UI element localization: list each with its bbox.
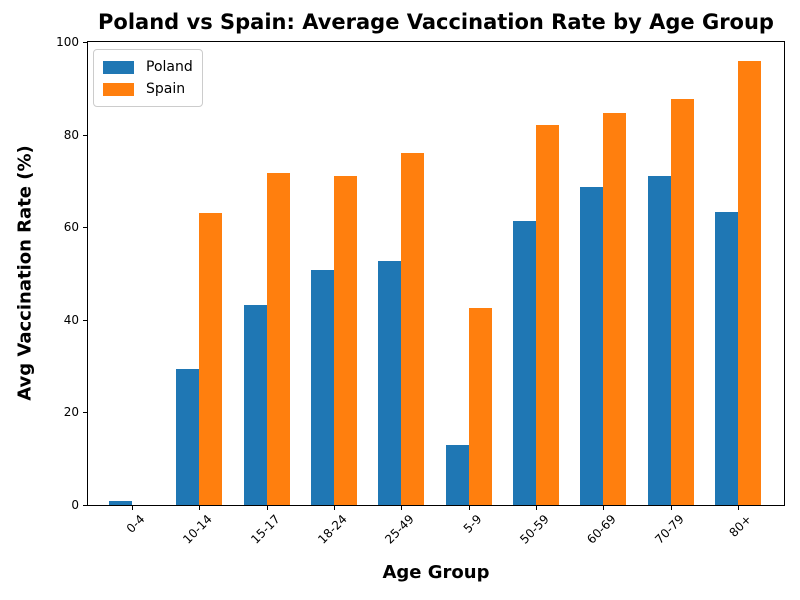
bar-spain-10-14 bbox=[199, 213, 222, 505]
legend: Poland Spain bbox=[93, 49, 203, 107]
y-axis-label: Avg Vaccination Rate (%) bbox=[14, 145, 36, 401]
x-tick-mark bbox=[199, 506, 200, 510]
bar-poland-50-59 bbox=[513, 221, 536, 505]
y-tick-label: 40 bbox=[63, 313, 79, 327]
bar-poland-15-17 bbox=[244, 305, 267, 505]
x-tick-mark bbox=[132, 506, 133, 510]
bar-poland-18-24 bbox=[311, 270, 334, 505]
x-tick-mark bbox=[738, 506, 739, 510]
y-tick-mark bbox=[83, 42, 87, 43]
legend-swatch-poland bbox=[103, 60, 134, 74]
bar-spain-15-17 bbox=[267, 173, 290, 505]
bar-spain-25-49 bbox=[401, 153, 424, 505]
bar-spain-5-9 bbox=[469, 308, 492, 505]
y-tick-label: 80 bbox=[63, 128, 79, 142]
bar-spain-18-24 bbox=[334, 176, 357, 505]
x-tick-label-text: 70-79 bbox=[652, 512, 687, 547]
x-tick-label-text: 5-9 bbox=[461, 512, 485, 536]
x-tick-mark bbox=[671, 506, 672, 510]
y-tick-label: 20 bbox=[63, 405, 79, 419]
y-tick-mark bbox=[83, 505, 87, 506]
x-tick-mark bbox=[334, 506, 335, 510]
x-tick-label-text: 10-14 bbox=[180, 512, 215, 547]
x-tick-label-text: 80+ bbox=[726, 512, 754, 540]
bar-poland-80+ bbox=[715, 212, 738, 505]
bar-spain-70-79 bbox=[671, 99, 694, 505]
x-tick-label-text: 18-24 bbox=[315, 512, 350, 547]
bar-spain-60-69 bbox=[603, 113, 626, 505]
x-tick-mark bbox=[267, 506, 268, 510]
y-tick-label: 0 bbox=[71, 498, 79, 512]
legend-item-poland: Poland bbox=[103, 56, 193, 78]
legend-item-spain: Spain bbox=[103, 78, 193, 100]
legend-label: Spain bbox=[146, 81, 186, 97]
legend-swatch-spain bbox=[103, 82, 134, 96]
bar-poland-60-69 bbox=[580, 187, 603, 505]
x-tick-label-text: 15-17 bbox=[248, 512, 283, 547]
y-tick-mark bbox=[83, 412, 87, 413]
y-tick-mark bbox=[83, 227, 87, 228]
x-tick-label-text: 60-69 bbox=[584, 512, 619, 547]
x-tick-mark bbox=[469, 506, 470, 510]
bar-poland-10-14 bbox=[176, 369, 199, 505]
bar-poland-25-49 bbox=[378, 261, 401, 505]
x-tick-mark bbox=[603, 506, 604, 510]
y-tick-label: 100 bbox=[56, 35, 79, 49]
legend-label: Poland bbox=[146, 59, 193, 75]
plot-area: Poland Spain bbox=[87, 41, 785, 506]
x-tick-label-text: 50-59 bbox=[517, 512, 552, 547]
x-tick-label-text: 25-49 bbox=[382, 512, 417, 547]
bar-spain-80+ bbox=[738, 61, 761, 505]
bar-poland-0-4 bbox=[109, 501, 132, 505]
y-tick-label: 60 bbox=[63, 220, 79, 234]
bar-poland-70-79 bbox=[648, 176, 671, 505]
bar-poland-5-9 bbox=[446, 445, 469, 505]
chart-title: Poland vs Spain: Average Vaccination Rat… bbox=[98, 10, 774, 34]
y-tick-mark bbox=[83, 320, 87, 321]
x-axis-label: Age Group bbox=[382, 562, 490, 583]
bar-spain-50-59 bbox=[536, 125, 559, 505]
x-tick-mark bbox=[536, 506, 537, 510]
y-tick-mark bbox=[83, 135, 87, 136]
x-tick-mark bbox=[401, 506, 402, 510]
x-tick-label-text: 0-4 bbox=[124, 512, 148, 536]
